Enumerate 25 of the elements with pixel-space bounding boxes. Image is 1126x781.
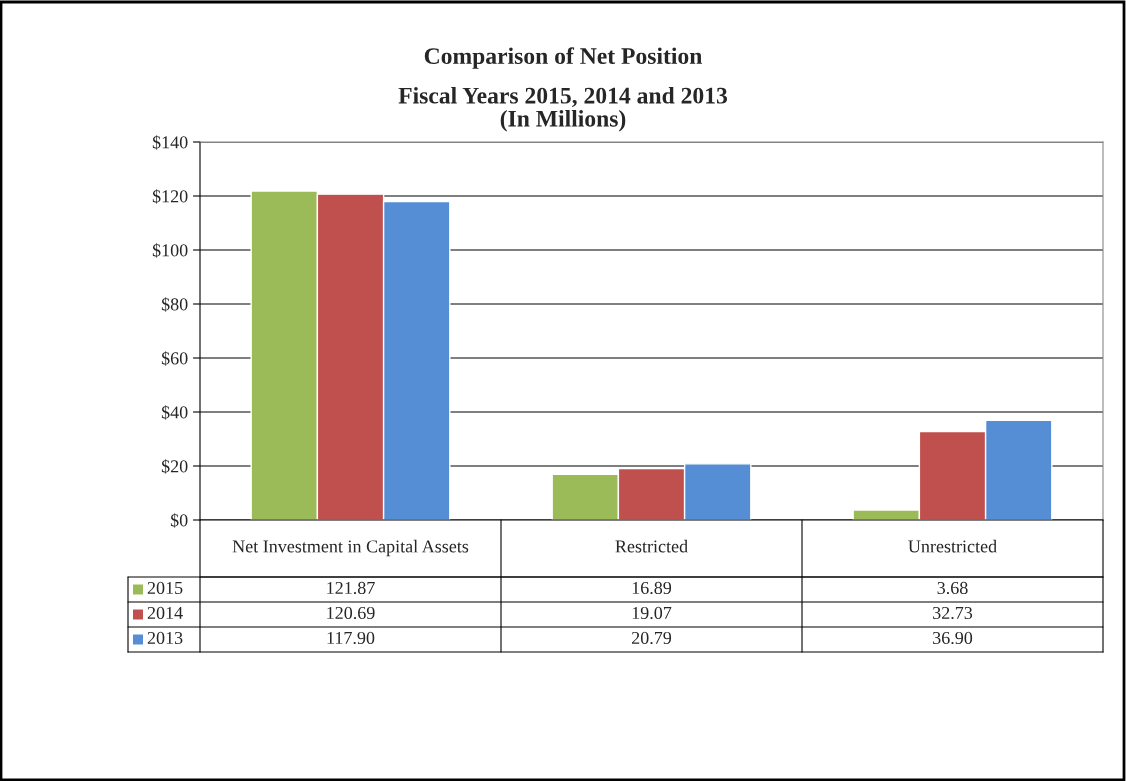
chart-subtitle: Fiscal Years 2015, 2014 and 2013 (In Millions) (398, 87, 728, 132)
data-label: 120.69 (327, 606, 375, 620)
data-label: 36.90 (933, 631, 973, 645)
data-label: 20.79 (631, 631, 672, 645)
legend-label: 2015 (147, 581, 183, 595)
y-tick-label: $120 (152, 189, 188, 204)
data-label: 16.89 (632, 581, 672, 595)
y-tick-label: $0 (170, 513, 188, 528)
x-tick-label: Restricted (615, 539, 688, 553)
y-tick-label: $80 (161, 297, 188, 312)
x-tick-label: Net Investment in Capital Assets (232, 539, 469, 557)
y-tick-label: $60 (161, 351, 188, 366)
data-label: 3.68 (937, 581, 968, 595)
y-tick-label: $100 (152, 243, 188, 258)
y-tick-label: $20 (161, 459, 188, 474)
y-tick-label: $140 (152, 135, 188, 150)
data-label: 121.87 (327, 581, 375, 595)
data-label: 19.07 (632, 606, 672, 620)
chart-title: Comparison of Net Position (424, 47, 703, 69)
legend-label: 2013 (147, 631, 183, 645)
x-tick-label: Unrestricted (908, 539, 997, 553)
y-tick-label: $40 (161, 405, 188, 420)
data-label: 32.73 (933, 606, 973, 620)
legend-label: 2014 (147, 606, 183, 620)
data-label: 117.90 (327, 631, 375, 645)
